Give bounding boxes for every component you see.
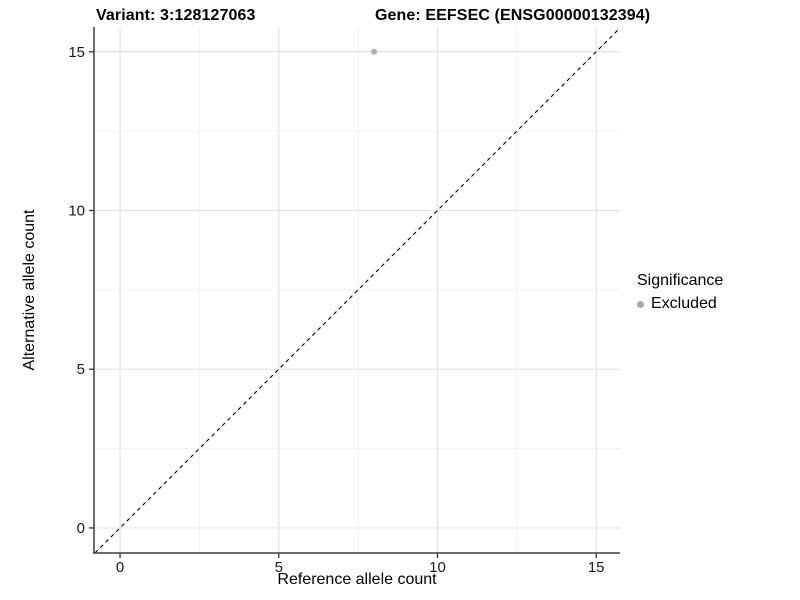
plot-title-gene: Gene: EEFSEC (ENSG00000132394) xyxy=(375,7,651,24)
x-tick-label: 15 xyxy=(588,559,605,576)
legend-item-label: Excluded xyxy=(651,295,717,312)
x-tick-label: 10 xyxy=(429,559,446,576)
x-axis-title: Reference allele count xyxy=(277,571,437,588)
identity-dashed-line xyxy=(94,27,621,554)
x-tick-label: 0 xyxy=(116,559,124,576)
y-tick-label: 0 xyxy=(77,520,85,537)
y-tick-label: 10 xyxy=(68,202,85,219)
legend: Significance Excluded xyxy=(637,272,723,313)
y-tick-label: 15 xyxy=(68,44,85,61)
plot-title-variant: Variant: 3:128127063 xyxy=(96,7,256,24)
data-point xyxy=(370,48,377,55)
legend-item-excluded: Excluded xyxy=(637,295,723,313)
legend-marker-circle-icon xyxy=(637,300,644,308)
y-tick-label: 5 xyxy=(77,361,85,378)
legend-title: Significance xyxy=(637,272,724,289)
y-axis-title: Alternative allele count xyxy=(21,209,38,371)
x-tick-label: 5 xyxy=(275,559,283,576)
